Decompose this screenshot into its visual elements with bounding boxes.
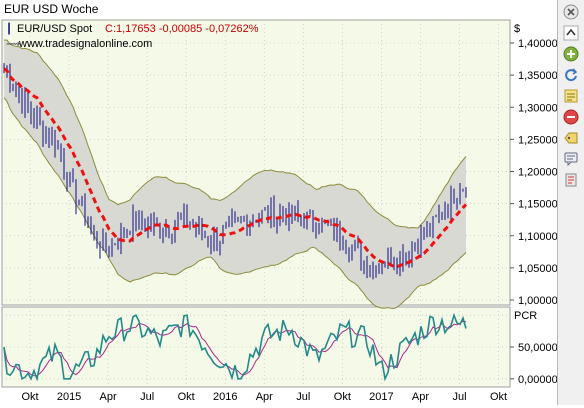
time-tick-label: Okt [21, 391, 38, 403]
pcr-lines [3, 312, 467, 382]
time-tick-label: Okt [490, 391, 507, 403]
time-tick-label: Apr [256, 391, 273, 403]
price-tick-label: 1,20000 [518, 167, 557, 179]
moving-average [3, 67, 468, 268]
comment-icon[interactable] [561, 150, 581, 167]
scroll-up-icon[interactable] [561, 24, 581, 41]
window-title: EUR USD Woche [4, 2, 99, 16]
side-toolbar [557, 0, 584, 405]
price-unit-label: $ [514, 23, 520, 35]
price-tick-label: 1,15000 [518, 199, 557, 211]
refresh-icon[interactable] [561, 66, 581, 83]
chart-frame[interactable]: 1,40000 1,35000 1,30000 1,25000 1,20000 1,150… [0, 18, 564, 405]
note-icon[interactable] [561, 87, 581, 104]
price-chart-svg[interactable]: 1,40000 1,35000 1,30000 1,25000 1,20000 1,150… [0, 18, 564, 405]
symbol-label: EUR/USD Spot [17, 23, 92, 35]
time-tick-label: Jul [140, 391, 154, 403]
time-tick-label: Okt [334, 391, 351, 403]
price-tick-label: 1,35000 [518, 70, 557, 82]
time-tick-label: 2017 [369, 391, 393, 403]
label-icon[interactable] [561, 129, 581, 146]
time-tick-label: Apr [412, 391, 429, 403]
indicator-name-label: PCR [514, 310, 537, 322]
price-axis: 1,40000 1,35000 1,30000 1,25000 1,20000 1,150… [510, 38, 564, 386]
price-tick-label: 1,10000 [518, 231, 557, 243]
add-icon[interactable] [561, 45, 581, 62]
source-label: www.tradesignalonline.com [18, 38, 152, 50]
envelope-upper-line [3, 39, 467, 229]
quote-label: C:1,17653 -0,00085 -0,07262% [105, 23, 259, 35]
time-tick-label: Jul [452, 391, 466, 403]
indicator-tick-label: 50,00000 [518, 342, 557, 354]
indicator-tick-label: 0,00000 [518, 374, 557, 386]
time-tick-label: Okt [178, 391, 195, 403]
time-tick-label: 2015 [57, 391, 81, 403]
time-axis: Okt 2015 Apr Jul Okt 2016 Apr Jul Okt 2017 Apr Jul O… [21, 391, 507, 403]
price-tick-label: 1,40000 [518, 38, 557, 50]
pcr-main-line [3, 312, 467, 382]
ohlc-glyph-icon: ┃ [6, 22, 12, 35]
time-tick-label: Jul [296, 391, 310, 403]
envelope-fill [4, 40, 466, 309]
time-tick-label: Apr [100, 391, 117, 403]
link-arrow-icon: ⟿ [6, 39, 20, 50]
price-tick-label: 1,30000 [518, 102, 557, 114]
price-tick-label: 1,00000 [518, 295, 557, 307]
price-tick-label: 1,25000 [518, 134, 557, 146]
envelope-lower-line [3, 97, 467, 310]
alert-icon[interactable] [561, 171, 581, 188]
remove-icon[interactable] [561, 108, 581, 125]
close-icon[interactable] [561, 3, 581, 20]
time-tick-label: 2016 [213, 391, 237, 403]
price-tick-label: 1,05000 [518, 263, 557, 275]
window-titlebar: EUR USD Woche [0, 0, 557, 19]
moving-average-line [3, 67, 468, 268]
chart-legend: ┃ EUR/USD Spot C:1,17653 -0,00085 -0,072… [6, 22, 259, 50]
envelope-band [3, 39, 467, 310]
price-bars [3, 63, 467, 280]
